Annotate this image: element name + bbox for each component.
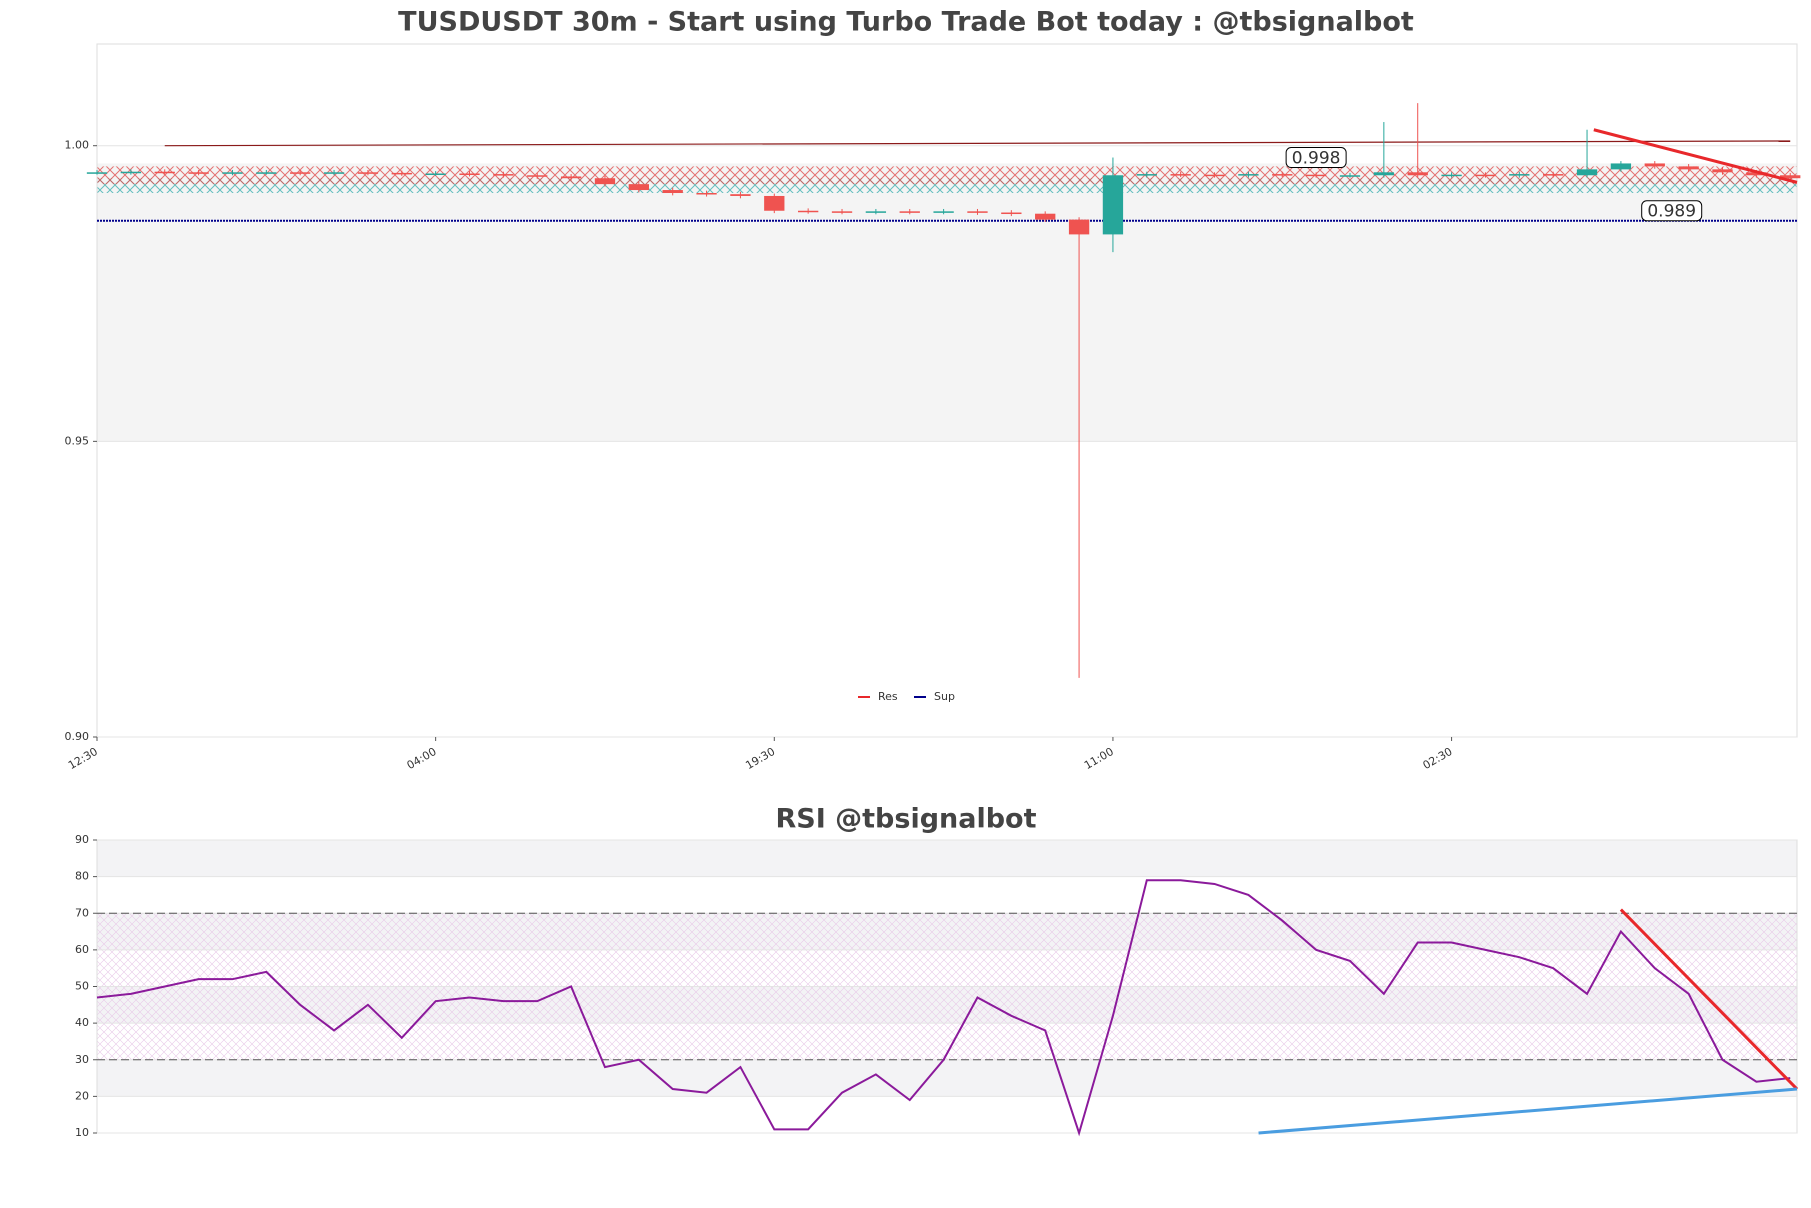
candle-body: [1136, 174, 1157, 176]
candle-body: [120, 171, 142, 174]
candle-body: [967, 211, 988, 213]
candle-body: [391, 172, 412, 175]
candle-body: [459, 173, 480, 175]
candle-body: [1441, 174, 1462, 177]
y-tick-label: 40: [75, 1016, 89, 1029]
candle-body: [323, 172, 345, 174]
candle-body: [1272, 174, 1293, 176]
candle-body: [256, 172, 277, 174]
annotation-box: [1641, 200, 1703, 222]
candle-body: [154, 171, 175, 174]
candle-body: [1746, 172, 1767, 176]
candle-body: [1712, 169, 1733, 173]
x-tick-label: 12:30: [66, 745, 100, 772]
y-tick-label: 30: [75, 1053, 89, 1066]
y-tick-label: 10: [75, 1126, 89, 1139]
resistance-line: [164, 140, 1791, 147]
legend-label: Res: [878, 690, 898, 703]
y-tick-label: 0.90: [65, 730, 90, 743]
candle-body: [865, 211, 887, 213]
candle-body: [1610, 163, 1632, 170]
candle-body: [1780, 175, 1801, 179]
candle-body: [1305, 174, 1327, 177]
candle-body: [1678, 166, 1699, 170]
candle-body: [493, 174, 514, 176]
candle-body: [1509, 174, 1530, 176]
candle-body: [1576, 169, 1598, 176]
trendline: [1593, 128, 1798, 184]
y-tick-label: 50: [75, 980, 89, 993]
candle-body: [933, 211, 954, 213]
candle-body: [1543, 174, 1564, 176]
candle-body: [1475, 174, 1496, 177]
candle-body: [594, 178, 616, 185]
candle-body: [1204, 174, 1225, 177]
candle-body: [696, 193, 717, 195]
y-tick-label: 70: [75, 906, 89, 919]
candle-body: [1035, 213, 1056, 220]
candle-body: [290, 172, 311, 174]
candle-body: [1102, 175, 1124, 235]
candle-body: [1373, 172, 1395, 176]
resistance-zone: [97, 166, 1797, 185]
rsi-line: [96, 879, 1791, 1137]
candle-body: [86, 172, 108, 174]
candle-body: [797, 210, 819, 213]
x-tick-label: 04:00: [405, 745, 439, 772]
candle-body: [1238, 174, 1259, 176]
annotation: 0.998: [1292, 149, 1341, 169]
candle-body: [188, 172, 209, 174]
legend-label: Sup: [934, 690, 955, 703]
y-tick-label: 20: [75, 1089, 89, 1102]
candle-body: [628, 184, 649, 191]
candle-body: [425, 173, 446, 175]
candle-body: [899, 211, 920, 213]
candle-body: [662, 190, 683, 194]
x-tick-label: 02:30: [1421, 745, 1455, 772]
chart-title: TUSDUSDT 30m - Start using Turbo Trade B…: [398, 7, 1414, 38]
shaded-zone: [97, 163, 1797, 442]
candle-body: [1339, 175, 1361, 177]
y-tick-label: 90: [75, 833, 89, 846]
candle-body: [1407, 172, 1428, 176]
x-tick-label: 19:30: [743, 745, 777, 772]
candle-body: [1170, 174, 1191, 176]
rsi-band: [97, 840, 1797, 877]
annotation: 0.989: [1647, 202, 1696, 222]
candle-body: [1068, 219, 1090, 235]
rsi-title: RSI @tbsignalbot: [775, 804, 1036, 835]
candle-body: [357, 172, 379, 174]
annotation-box: [1285, 147, 1347, 169]
candle-body: [764, 195, 785, 211]
x-tick-label: 11:00: [1082, 745, 1116, 772]
candle-body: [560, 176, 582, 179]
rsi-trendline: [1258, 1087, 1798, 1135]
rsi-band: [97, 1059, 1797, 1097]
rsi-trendline: [1619, 908, 1799, 1091]
y-tick-label: 0.95: [65, 434, 90, 447]
candle-body: [831, 211, 853, 213]
y-tick-label: 1.00: [65, 139, 90, 152]
candle-body: [1001, 212, 1022, 215]
candle-body: [527, 175, 548, 177]
candle-body: [1644, 163, 1665, 167]
y-tick-label: 80: [75, 870, 89, 883]
y-tick-label: 60: [75, 943, 89, 956]
candle-body: [222, 172, 243, 174]
candle-body: [730, 194, 751, 196]
